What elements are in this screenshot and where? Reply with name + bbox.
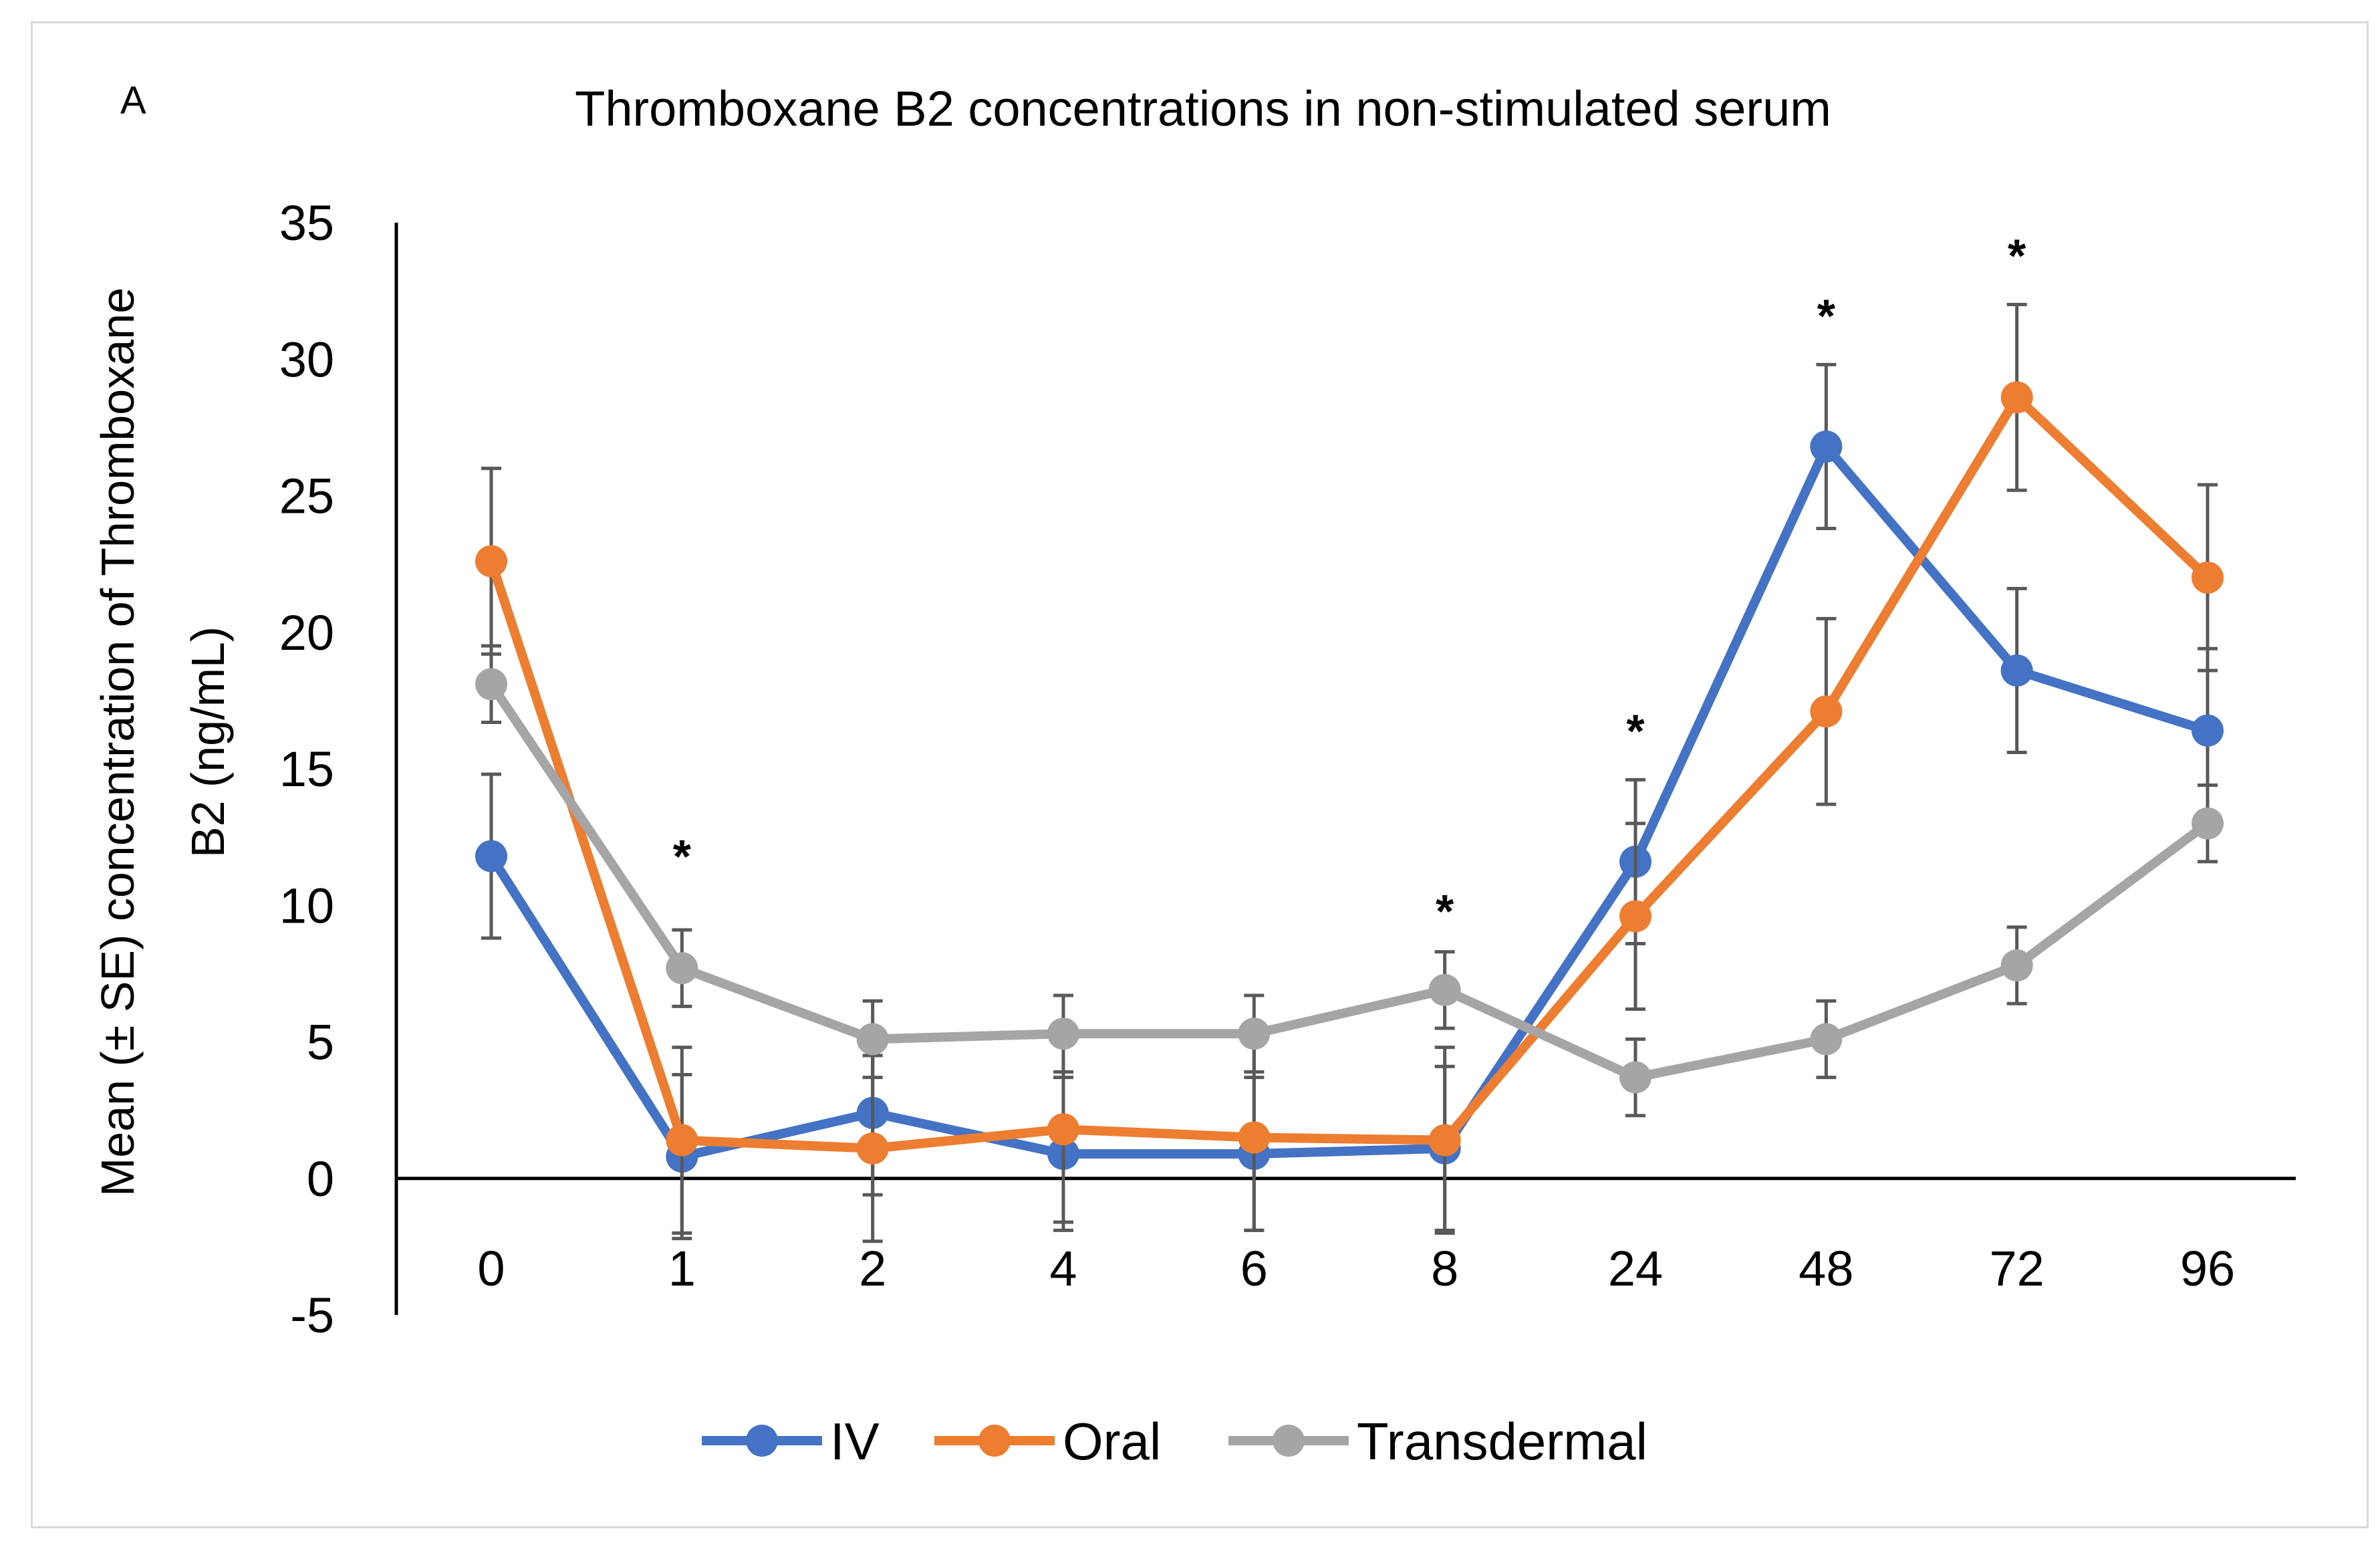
y-tick-label: 10 (279, 878, 334, 933)
legend-item-iv: IV (702, 1412, 880, 1471)
x-tick-label: 6 (1240, 1241, 1268, 1296)
x-tick-label: 72 (1990, 1241, 2044, 1296)
y-tick-label: 35 (279, 195, 334, 251)
data-point (1238, 1121, 1271, 1154)
data-point (1619, 1061, 1651, 1094)
significance-marker: * (1817, 289, 1836, 342)
data-point (666, 952, 698, 985)
data-point (2192, 562, 2224, 594)
data-point (1047, 1017, 1079, 1050)
chart-title: Thromboxane B2 concentrations in non-sti… (575, 81, 1831, 136)
y-tick-label: 20 (279, 605, 334, 661)
data-point (475, 545, 507, 578)
legend-label: Transdermal (1357, 1412, 1647, 1471)
series-line-transdermal (487, 681, 2211, 1082)
x-tick-label: 48 (1799, 1241, 1853, 1296)
chart-frame (31, 21, 2369, 1528)
legend-item-oral: Oral (934, 1412, 1161, 1471)
data-point (2000, 654, 2033, 687)
x-tick-label: 0 (477, 1241, 505, 1296)
data-point (475, 840, 507, 872)
legend: IV Oral Transdermal (702, 1412, 1647, 1471)
legend-swatch-marker (978, 1425, 1011, 1457)
legend-item-transdermal: Transdermal (1228, 1412, 1647, 1471)
legend-label: Oral (1063, 1412, 1161, 1471)
y-tick-label: 0 (307, 1151, 334, 1207)
y-tick-label: 25 (279, 469, 334, 524)
error-bars-transdermal (481, 644, 2218, 1118)
data-point (1810, 695, 1843, 728)
legend-swatch-marker (1273, 1425, 1305, 1457)
data-point (1238, 1017, 1271, 1050)
data-point (2192, 807, 2224, 840)
y-tick-label: 5 (307, 1015, 334, 1070)
data-point (475, 668, 507, 701)
series-transdermal (475, 644, 2224, 1118)
series-layer (475, 303, 2224, 1243)
data-point (1810, 1023, 1843, 1056)
legend-swatch-marker (746, 1425, 778, 1457)
axes (394, 223, 2296, 1315)
y-axis-label-line-1: Mean (± SE) concentration of Thromboxane (92, 287, 144, 1197)
annotations: * * * * * (673, 230, 2026, 937)
significance-marker: * (2008, 230, 2026, 282)
y-axis-label-line-2: B2 (ng/mL) (182, 626, 234, 858)
data-point (856, 1132, 889, 1165)
data-point (1428, 973, 1461, 1006)
data-point (1047, 1113, 1079, 1146)
series-line-oral (487, 392, 2211, 1153)
x-tick-label: 8 (1431, 1241, 1458, 1296)
y-tick-label: 15 (279, 741, 334, 797)
significance-marker: * (673, 830, 692, 882)
data-point (2000, 381, 2033, 414)
y-axis-label: Mean (± SE) concentration of Thromboxane… (92, 287, 234, 1197)
y-tick-labels: 35 30 25 20 15 10 5 0 -5 (279, 195, 334, 1343)
significance-marker: * (1626, 705, 1645, 757)
data-point (856, 1023, 889, 1056)
data-point (2000, 949, 2033, 982)
x-tick-label: 96 (2180, 1241, 2235, 1296)
error-bars-oral (481, 303, 2218, 1243)
legend-label: IV (830, 1412, 880, 1471)
panel-letter: A (120, 79, 146, 122)
data-point (2192, 714, 2224, 747)
y-tick-label: 30 (279, 332, 334, 387)
x-tick-label: 2 (859, 1241, 886, 1296)
data-point (666, 1124, 698, 1157)
data-point (1810, 430, 1843, 463)
x-tick-label: 1 (668, 1241, 696, 1296)
data-point (1619, 900, 1651, 933)
x-tick-label: 4 (1049, 1241, 1077, 1296)
significance-marker: * (1436, 885, 1454, 937)
series-oral (475, 303, 2224, 1243)
x-tick-label: 24 (1608, 1241, 1663, 1296)
data-point (1428, 1124, 1461, 1157)
x-tick-labels: 0 1 2 4 6 8 24 48 72 96 (477, 1241, 2235, 1296)
y-tick-label: -5 (290, 1288, 334, 1343)
series-line-iv (487, 441, 2210, 1162)
